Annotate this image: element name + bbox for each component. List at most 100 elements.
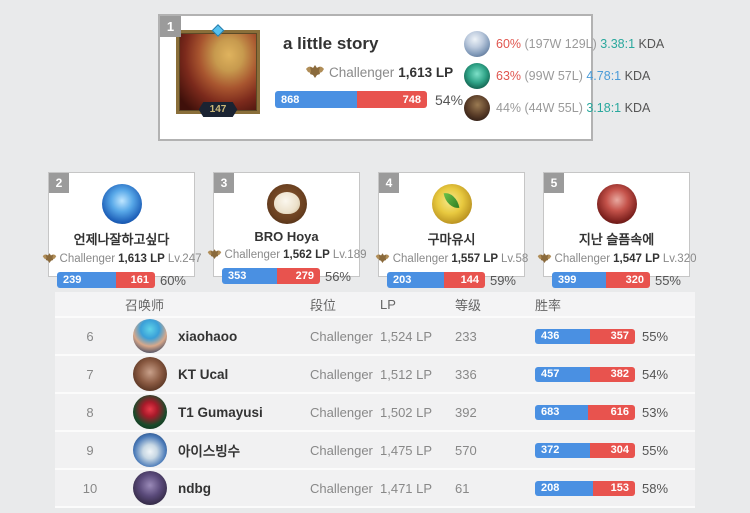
champion-kda-ratio: 4.78:1	[586, 69, 622, 83]
rank-badge: 1	[160, 16, 181, 37]
champion-avatar-icon	[464, 95, 490, 121]
top-player-card[interactable]: 1 147 a little story Challenger 1,613 LP…	[158, 14, 664, 141]
wins-segment: 868	[275, 91, 357, 108]
kda-label: KDA	[624, 69, 651, 83]
losses-segment: 153	[592, 480, 635, 496]
lp-cell: 1,524 LP	[380, 328, 433, 344]
winloss-bar: 683 616	[535, 404, 635, 420]
winloss-bar: 239 161	[57, 272, 155, 288]
lp-cell: 1,512 LP	[380, 366, 433, 382]
player-avatar	[596, 184, 637, 224]
player-name[interactable]: 언제나잘하고싶다	[73, 232, 170, 247]
wins-segment: 683	[535, 404, 588, 420]
ranking-table: 召唤师 段位 LP 等级 胜率 6 xiaohaoo Challenger 1,…	[55, 292, 695, 508]
winloss-bar: 372 304	[535, 442, 635, 458]
losses-segment: 357	[590, 328, 635, 344]
player-card-rank-4[interactable]: 4 구마유시 Challenger 1,557 LP Lv.58 203 144…	[375, 172, 528, 288]
player-card-rank-5[interactable]: 5 지난 슬픔속에 Challenger 1,547 LP Lv.320 399…	[537, 172, 697, 288]
wins-segment: 208	[535, 480, 593, 496]
tier-label: Challenger	[554, 252, 611, 265]
lp-value: 1,562 LP	[283, 248, 330, 261]
rank-badge: 2	[49, 173, 69, 193]
losses-segment: 320	[606, 272, 650, 288]
winrate-percent: 55%	[642, 328, 669, 344]
table-row[interactable]: 6 xiaohaoo Challenger 1,524 LP 233 436 3…	[55, 318, 695, 356]
lp-value: 1,613 LP	[118, 252, 165, 265]
losses-segment: 144	[444, 272, 485, 288]
rank-badge: 3	[214, 173, 234, 193]
player-card-rank-3[interactable]: 3 BRO Hoya Challenger 1,562 LP Lv.189 35…	[207, 172, 367, 284]
lp-value: 1,613 LP	[398, 64, 454, 80]
winrate-percent: 60%	[159, 272, 186, 288]
level-cell: 336	[455, 366, 477, 382]
top-player-name[interactable]: a little story	[283, 34, 379, 53]
tier-label: Challenger	[224, 248, 281, 261]
rank-cell: 9	[86, 442, 94, 458]
wins-segment: 203	[387, 272, 445, 288]
kda-label: KDA	[624, 101, 651, 115]
table-row[interactable]: 10 ndbg Challenger 1,471 LP 61 208 153 5…	[55, 470, 695, 508]
winloss-bar: 208 153	[535, 480, 635, 496]
level-value: Lv.320	[662, 252, 697, 265]
champion-winrate: 44%	[496, 101, 522, 115]
player-avatar	[133, 357, 167, 391]
level-cell: 61	[455, 480, 470, 496]
rank-cell: 7	[86, 366, 94, 382]
champion-winrate: 60%	[496, 37, 522, 51]
player-name[interactable]: 아이스빙수	[178, 444, 241, 459]
player-card-rank-2[interactable]: 2 언제나잘하고싶다 Challenger 1,613 LP Lv.247 23…	[42, 172, 202, 288]
tier-label: Challenger	[392, 252, 449, 265]
wins-segment: 353	[222, 268, 277, 284]
challenger-tier-icon	[375, 253, 389, 263]
player-name[interactable]: ndbg	[178, 480, 211, 496]
winrate-percent: 55%	[654, 272, 681, 288]
winrate-percent: 53%	[642, 404, 669, 420]
lp-value: 1,547 LP	[613, 252, 660, 265]
winrate-percent: 58%	[642, 480, 669, 496]
player-name[interactable]: KT Ucal	[178, 366, 229, 382]
player-name[interactable]: T1 Gumayusi	[178, 404, 263, 420]
table-row[interactable]: 8 T1 Gumayusi Challenger 1,502 LP 392 68…	[55, 394, 695, 432]
challenger-tier-icon	[42, 253, 56, 263]
header-summoner: 召唤师	[125, 297, 165, 313]
player-name[interactable]: 지난 슬픔속에	[578, 232, 655, 247]
champion-avatar-icon	[464, 31, 490, 57]
player-avatar	[266, 184, 307, 224]
player-name[interactable]: 구마유시	[427, 232, 476, 247]
player-avatar	[431, 184, 472, 224]
header-tier: 段位	[310, 297, 337, 313]
tier-cell: Challenger	[310, 328, 373, 344]
champion-stat-row[interactable]: 44% (44W 55L) 3.18:1 KDA	[464, 95, 664, 121]
losses-segment: 304	[590, 442, 635, 458]
top-player-avatar[interactable]: 147	[176, 24, 260, 117]
header-level: 等级	[455, 297, 482, 313]
champion-kda-ratio: 3.38:1	[600, 37, 636, 51]
champion-stat-row[interactable]: 60% (197W 129L) 3.38:1 KDA	[464, 31, 664, 57]
player-name[interactable]: xiaohaoo	[178, 328, 238, 344]
table-row[interactable]: 9 아이스빙수 Challenger 1,475 LP 570 372 304 …	[55, 432, 695, 470]
tier-label: Challenger	[329, 64, 395, 80]
challenger-tier-icon	[537, 253, 551, 263]
challenger-tier-icon	[207, 249, 221, 259]
champion-stat-row[interactable]: 63% (99W 57L) 4.78:1 KDA	[464, 63, 664, 89]
champion-record: (99W 57L)	[524, 69, 583, 83]
lp-cell: 1,471 LP	[380, 480, 433, 496]
lp-value: 1,557 LP	[451, 252, 499, 265]
avatar-frame-gem-icon	[211, 24, 225, 37]
tier-line: Challenger 1,613 LP	[305, 62, 454, 82]
winrate-percent: 54%	[642, 366, 669, 382]
losses-segment: 616	[587, 404, 635, 420]
player-name[interactable]: BRO Hoya	[254, 229, 319, 244]
kda-label: KDA	[638, 37, 665, 51]
table-row[interactable]: 7 KT Ucal Challenger 1,512 LP 336 457 38…	[55, 356, 695, 394]
rank-badge: 5	[544, 173, 564, 193]
champion-winrate: 63%	[496, 69, 522, 83]
wins-segment: 372	[535, 442, 590, 458]
champion-kda-ratio: 3.18:1	[586, 101, 622, 115]
challenger-tier-icon	[306, 65, 324, 78]
top-five-cards: 2 언제나잘하고싶다 Challenger 1,613 LP Lv.247 23…	[42, 172, 697, 288]
wins-segment: 399	[552, 272, 607, 288]
winloss-bar: 457 382	[535, 366, 635, 382]
player-avatar	[133, 433, 167, 467]
losses-segment: 161	[115, 272, 155, 288]
